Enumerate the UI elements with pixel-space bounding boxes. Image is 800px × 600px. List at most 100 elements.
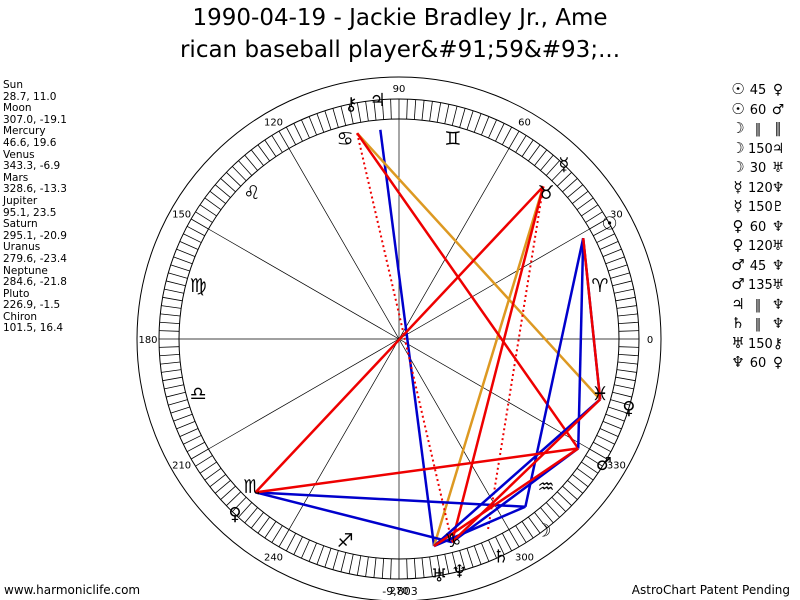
degree-tick (567, 480, 584, 494)
degree-tick (616, 369, 637, 373)
degree-tick (348, 554, 354, 574)
degree-tick (278, 130, 290, 149)
degree-tick (576, 197, 594, 211)
degree-tick (373, 100, 377, 121)
degree-tick (605, 413, 625, 422)
degree-tick (316, 113, 325, 133)
degree-tick (605, 256, 625, 265)
planet-name: Mercury (3, 125, 46, 138)
degree-tick (214, 184, 231, 198)
degree-tick (599, 428, 619, 437)
degree-tick (572, 474, 589, 488)
degree-tick (589, 218, 608, 230)
aspect-type: ‖ (754, 317, 762, 332)
aspect-planet-2: ♀ (772, 82, 784, 98)
degree-label: 300 (515, 552, 534, 563)
aspect-line (451, 398, 602, 544)
degree-tick (183, 233, 202, 243)
aspect-planet-1: ☽ (731, 138, 745, 157)
degree-tick (199, 204, 217, 217)
degree-tick (515, 135, 527, 153)
degree-tick (250, 149, 264, 166)
degree-tick (220, 178, 236, 193)
aspect-planet-1: ☿ (733, 197, 743, 215)
degree-tick (170, 264, 190, 272)
degree-tick (173, 256, 193, 265)
degree-tick (316, 545, 325, 565)
degree-tick (264, 139, 277, 157)
degree-tick (534, 512, 548, 529)
aspect-type: 60 (749, 102, 767, 118)
degree-tick (168, 399, 188, 406)
aspect-line (356, 132, 453, 543)
degree-tick (436, 555, 442, 576)
degree-tick (413, 99, 417, 120)
aspect-planet-1: ☽ (731, 119, 745, 137)
degree-tick (190, 218, 209, 230)
degree-tick (508, 529, 520, 548)
aspect-line (576, 238, 585, 449)
degree-tick (599, 241, 619, 250)
degree-tick (421, 100, 425, 121)
degree-tick (473, 545, 482, 565)
zodiac-sign-icon: ♋ (337, 128, 354, 150)
aspect-row: ☉ 60 ♂ (728, 100, 788, 120)
degree-tick (615, 376, 636, 382)
degree-tick (332, 550, 339, 570)
planet-coords: 295.1, -20.9 (3, 229, 67, 242)
degree-tick (521, 139, 534, 157)
degree-tick (195, 211, 213, 223)
degree-tick (390, 558, 392, 579)
degree-tick (581, 204, 599, 217)
degree-tick (278, 529, 290, 548)
aspect-planet-1: ♆ (731, 353, 745, 371)
aspect-row: ☉ 45 ♀ (728, 80, 788, 100)
aspect-row: ♀ 60 ♆ (728, 217, 788, 237)
zodiac-sign-icon: ♑ (444, 530, 461, 552)
degree-tick (332, 108, 339, 128)
degree-tick (618, 346, 639, 348)
aspect-type: ‖ (754, 297, 762, 313)
aspect-row: ♂ 135♅ (728, 275, 788, 295)
degree-tick (421, 557, 425, 578)
degree-label: 30 (610, 210, 623, 221)
bottom-value: -9,803 (382, 585, 417, 598)
aspect-type: 30 (749, 161, 767, 176)
aspect-line (432, 186, 545, 547)
chart-title-line-2: rican baseball player&#91;59&#93;... (179, 37, 621, 63)
degree-tick (226, 491, 242, 507)
aspect-type: 60 (749, 219, 767, 235)
aspect-planet-2: ♀ (772, 355, 784, 371)
degree-tick (264, 521, 277, 539)
degree-tick (436, 102, 442, 123)
degree-tick (220, 485, 236, 500)
footer-patent-note: AstroChart Patent Pending (631, 583, 790, 597)
degree-tick (308, 116, 317, 136)
aspect-planet-2: ‖ (774, 121, 782, 137)
zodiac-sign-icon: ♈ (591, 275, 608, 297)
degree-tick (250, 512, 264, 529)
degree-tick (473, 113, 482, 133)
planet-coords: 95.1, 23.5 (3, 206, 57, 219)
degree-tick (204, 197, 222, 211)
zodiac-sign-icon: ♊ (444, 128, 461, 150)
aspect-line (255, 491, 453, 544)
degree-tick (451, 552, 458, 572)
degree-tick (159, 353, 180, 357)
planet-name: Pluto (3, 287, 30, 300)
aspect-type: ‖ (754, 122, 762, 137)
aspect-planet-1: ♃ (731, 294, 745, 313)
zodiac-sign-icon: ♍ (190, 275, 207, 297)
degree-tick (466, 548, 474, 568)
degree-tick (413, 558, 417, 579)
degree-tick (257, 516, 271, 534)
degree-tick (176, 421, 196, 430)
aspect-type: 150 (748, 336, 773, 352)
planet-name: Saturn (3, 218, 38, 231)
aspect-planet-2: ♆ (771, 316, 785, 332)
degree-tick (324, 110, 332, 130)
degree-tick (466, 110, 474, 130)
degree-tick (365, 101, 369, 122)
aspect-planet-2: ⚷ (772, 335, 784, 352)
degree-tick (160, 361, 181, 365)
